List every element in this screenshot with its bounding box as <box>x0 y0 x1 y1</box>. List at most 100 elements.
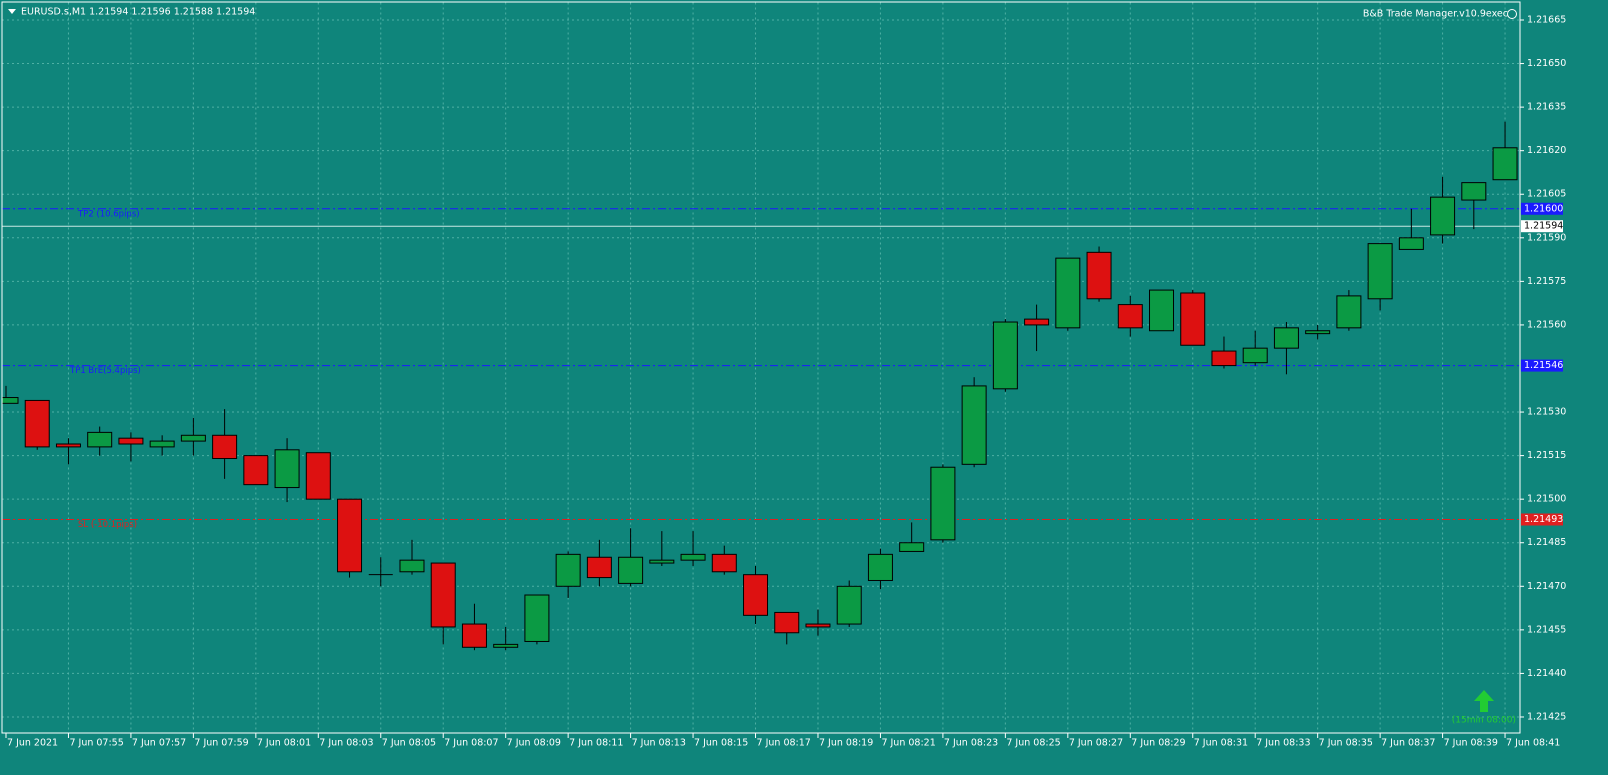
x-tick-label: 7 Jun 2021 <box>7 738 58 749</box>
candle-body <box>1492 147 1518 181</box>
candle-body <box>337 498 363 573</box>
level-price-box <box>1521 513 1563 526</box>
plot-frame <box>1 1 1521 734</box>
x-tick-label: 7 Jun 08:29 <box>1131 738 1185 749</box>
candle-body <box>1398 237 1424 250</box>
x-tick-label: 7 Jun 08:09 <box>507 738 561 749</box>
y-tick-label: 1.21620 <box>1527 145 1566 156</box>
candle-body <box>243 455 269 486</box>
y-tick-label: 1.21455 <box>1527 624 1566 635</box>
level-name: TP2 (10.6pips) <box>77 209 140 219</box>
candle-body <box>555 553 581 587</box>
x-tick-label: 7 Jun 08:37 <box>1381 738 1435 749</box>
candle-body <box>961 385 987 465</box>
candle-body <box>149 440 175 448</box>
x-tick-label: 7 Jun 08:19 <box>819 738 873 749</box>
y-tick-label: 1.21575 <box>1527 276 1566 287</box>
candle-body <box>212 434 238 460</box>
x-tick-label: 7 Jun 08:33 <box>1256 738 1310 749</box>
x-tick-label: 7 Jun 08:21 <box>881 738 935 749</box>
candle-body <box>649 559 675 564</box>
indicator-icon <box>1507 9 1517 19</box>
candle-body <box>399 559 425 573</box>
candle-body <box>1273 327 1299 349</box>
level-price-box <box>1521 359 1563 372</box>
candle-body <box>180 434 206 442</box>
candle-body <box>836 585 862 625</box>
y-tick-label: 1.21485 <box>1527 537 1566 548</box>
candle-body <box>493 643 519 648</box>
x-tick-label: 7 Jun 07:55 <box>69 738 123 749</box>
current-price-label: 1.21594 <box>1524 221 1563 232</box>
candle-body <box>992 321 1018 390</box>
candle-body <box>24 399 50 448</box>
y-tick-label: 1.21425 <box>1527 711 1566 722</box>
candle-body <box>1180 292 1206 346</box>
y-tick-label: 1.21605 <box>1527 189 1566 200</box>
x-tick-label: 7 Jun 08:31 <box>1194 738 1248 749</box>
level-name: TP1 BrE(5.4pips) <box>69 366 141 376</box>
candle-body <box>867 553 893 581</box>
x-tick-label: 7 Jun 08:13 <box>632 738 686 749</box>
candle-body <box>1086 251 1112 300</box>
candle-body <box>774 611 800 634</box>
menu-triangle <box>8 9 16 14</box>
candle-body <box>1242 347 1268 364</box>
candle-body <box>586 556 612 579</box>
level-name: SL (-10.1pips) <box>78 520 137 530</box>
x-tick-label: 7 Jun 08:03 <box>319 738 373 749</box>
candle-body <box>87 431 113 448</box>
chart-title: EURUSD.s,M1 1.21594 1.21596 1.21588 1.21… <box>21 7 255 18</box>
x-tick-label: 7 Jun 08:11 <box>569 738 623 749</box>
candle-body <box>430 562 456 628</box>
indicator-name: B&B Trade Manager.v10.9exec <box>1363 9 1508 20</box>
x-tick-label: 7 Jun 08:01 <box>257 738 311 749</box>
x-tick-label: 7 Jun 07:59 <box>194 738 248 749</box>
y-tick-label: 1.21530 <box>1527 407 1566 418</box>
x-tick-label: 7 Jun 08:23 <box>944 738 998 749</box>
y-tick-label: 1.21650 <box>1527 58 1566 69</box>
candle-body <box>1336 295 1362 329</box>
candle-body <box>618 556 644 584</box>
candle-body <box>1305 330 1331 335</box>
candle-body <box>461 623 487 648</box>
signal-arrow <box>1474 690 1494 712</box>
x-tick-label: 7 Jun 08:35 <box>1319 738 1373 749</box>
current-price-box <box>1521 220 1563 233</box>
level-price-label: 1.21600 <box>1524 203 1563 214</box>
candle-body <box>55 443 81 448</box>
candle-body <box>1055 257 1081 329</box>
y-tick-label: 1.21590 <box>1527 232 1566 243</box>
y-tick-label: 1.21635 <box>1527 102 1566 113</box>
grid <box>2 2 1520 733</box>
level-price-box <box>1521 202 1563 215</box>
candle-body <box>305 452 331 500</box>
y-tick-label: 1.21665 <box>1527 15 1566 26</box>
candle-body <box>805 623 831 628</box>
x-tick-label: 7 Jun 07:57 <box>132 738 186 749</box>
candle-body <box>1117 304 1143 329</box>
candle-body <box>1211 350 1237 367</box>
y-tick-label: 1.21515 <box>1527 450 1566 461</box>
candle-body <box>274 449 300 489</box>
candle-body <box>524 594 550 642</box>
level-price-label: 1.21493 <box>1524 514 1563 525</box>
signal-label: (15min 08:00) <box>1452 716 1516 726</box>
level-price-label: 1.21546 <box>1524 360 1563 371</box>
x-tick-label: 7 Jun 08:05 <box>382 738 436 749</box>
y-tick-label: 1.21500 <box>1527 494 1566 505</box>
candle-body <box>1 397 19 404</box>
x-tick-label: 7 Jun 08:17 <box>757 738 811 749</box>
x-tick-label: 7 Jun 08:07 <box>444 738 498 749</box>
candle-body <box>680 553 706 561</box>
x-tick-label: 7 Jun 08:15 <box>694 738 748 749</box>
y-tick-label: 1.21470 <box>1527 581 1566 592</box>
x-tick-label: 7 Jun 08:41 <box>1506 738 1560 749</box>
x-tick-label: 7 Jun 08:39 <box>1444 738 1498 749</box>
candle-body <box>930 466 956 541</box>
candle-body <box>1461 182 1487 201</box>
candle-body <box>1367 243 1393 300</box>
candle-body <box>1024 318 1050 326</box>
